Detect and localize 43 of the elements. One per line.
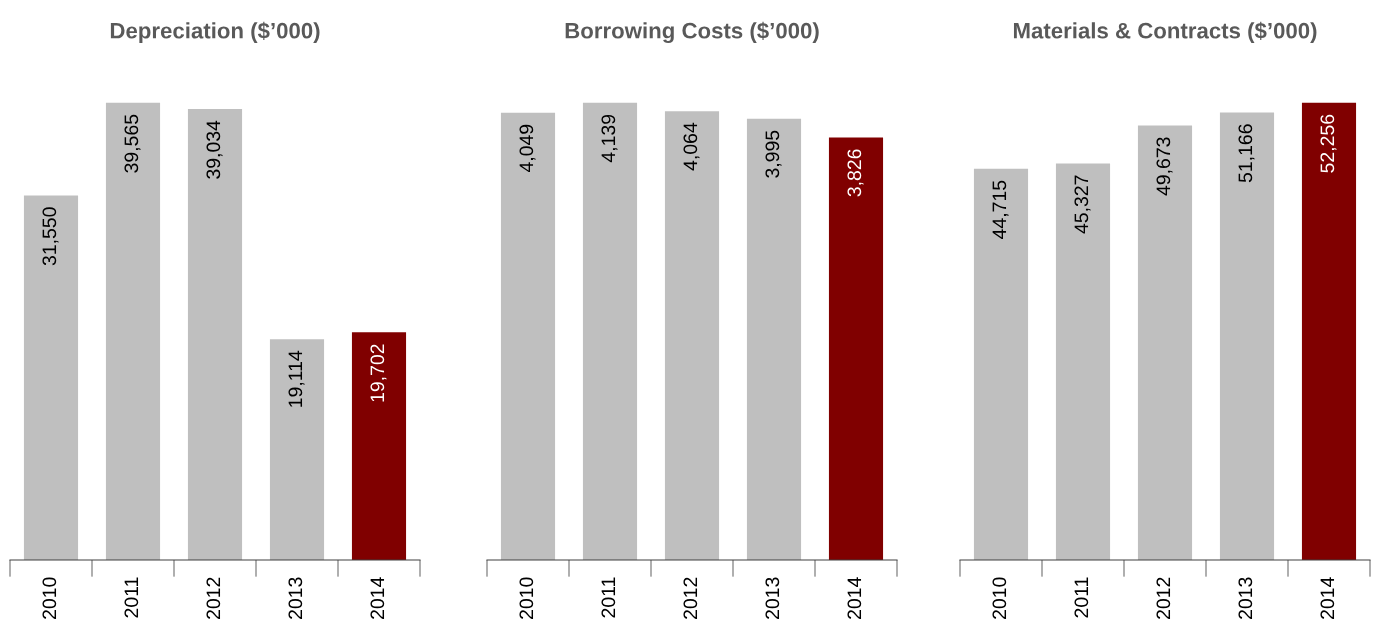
bar (351, 332, 407, 560)
bar (269, 339, 325, 560)
bar (105, 102, 161, 560)
data-label: 3,995 (765, 130, 782, 178)
data-label: 19,702 (370, 344, 387, 402)
x-tick-label: 2013 (765, 577, 780, 619)
x-tick-label: 2014 (847, 577, 862, 619)
data-label: 44,715 (992, 180, 1009, 239)
data-label: 31,550 (42, 207, 59, 266)
x-tick-label: 2013 (1238, 577, 1253, 619)
bar (1137, 125, 1193, 560)
data-label: 4,139 (601, 114, 618, 163)
bar (1219, 112, 1275, 560)
x-tick-label: 2011 (124, 577, 139, 618)
chart-title: Borrowing Costs ($’000) (565, 21, 819, 44)
bar (1301, 102, 1357, 560)
x-tick-label: 2010 (992, 577, 1007, 619)
x-tick-label: 2012 (206, 577, 221, 619)
bar (973, 168, 1029, 560)
data-label: 4,049 (519, 124, 536, 173)
x-tick-label: 2010 (42, 577, 57, 619)
chart-title: Depreciation ($’000) (110, 21, 320, 43)
bar (187, 108, 243, 560)
data-label: 39,565 (124, 114, 141, 173)
data-label: 51,166 (1238, 124, 1255, 183)
x-tick-label: 2011 (601, 577, 616, 618)
data-label: 49,673 (1156, 137, 1173, 196)
x-tick-label: 2010 (519, 577, 534, 619)
data-label: 19,114 (288, 350, 305, 407)
data-label: 3,826 (847, 149, 864, 197)
x-tick-label: 2012 (1156, 577, 1171, 619)
data-label: 4,064 (683, 122, 700, 171)
bar (23, 195, 79, 560)
x-tick-label: 2014 (1320, 577, 1335, 619)
x-tick-label: 2012 (683, 577, 698, 619)
data-label: 39,034 (206, 120, 223, 179)
x-tick-label: 2011 (1074, 577, 1089, 618)
bar (1055, 163, 1111, 560)
chart-title: Materials & Contracts ($’000) (1013, 21, 1317, 43)
x-tick-label: 2014 (370, 577, 385, 619)
x-tick-label: 2013 (288, 577, 303, 619)
data-label: 52,256 (1320, 114, 1337, 173)
data-label: 45,327 (1074, 175, 1091, 234)
